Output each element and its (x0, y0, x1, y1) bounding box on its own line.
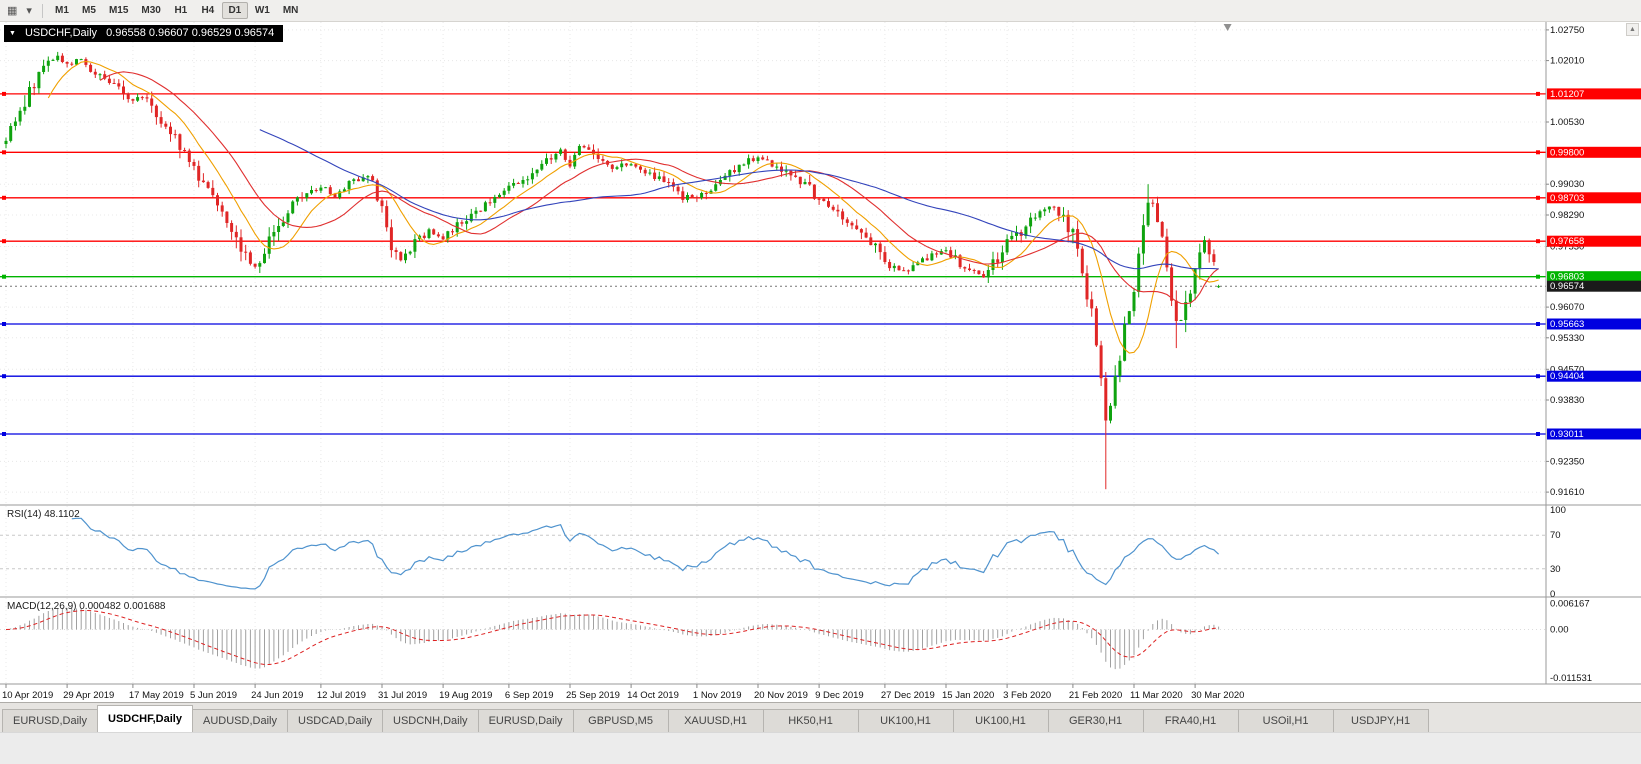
svg-text:20 Nov 2019: 20 Nov 2019 (754, 690, 808, 701)
current-price-badge (1547, 280, 1641, 292)
chart-ohlc-values: 0.96558 0.96607 0.96529 0.96574 (106, 27, 275, 39)
tab-fra40-h1[interactable]: FRA40,H1 (1142, 709, 1239, 732)
timeframe-button-m1[interactable]: M1 (49, 2, 75, 19)
tab-eurusd-daily-1[interactable]: EURUSD,Daily (2, 709, 98, 732)
svg-text:0.96803: 0.96803 (1550, 272, 1584, 283)
svg-text:0.98703: 0.98703 (1550, 193, 1584, 204)
timeframe-button-m15[interactable]: M15 (103, 2, 134, 19)
macd-signal-line (5, 609, 1219, 665)
charts-grid-icon[interactable]: ▦ (7, 4, 18, 17)
timeframe-button-w1[interactable]: W1 (249, 2, 276, 19)
svg-text:0.96574: 0.96574 (1550, 281, 1584, 292)
tab-eurusd-daily-2[interactable]: EURUSD,Daily (477, 709, 574, 732)
macd-indicator-label: MACD(12,26,9) 0.000482 0.001688 (7, 601, 166, 612)
svg-text:0.00: 0.00 (1550, 625, 1569, 636)
svg-text:31 Jul 2019: 31 Jul 2019 (378, 690, 427, 701)
svg-text:0.95663: 0.95663 (1550, 319, 1584, 330)
tab-usdcad-daily[interactable]: USDCAD,Daily (287, 709, 383, 732)
svg-text:1 Nov 2019: 1 Nov 2019 (693, 690, 742, 701)
svg-text:0.91610: 0.91610 (1550, 487, 1584, 498)
svg-text:30 Mar 2020: 30 Mar 2020 (1191, 690, 1244, 701)
svg-text:6 Sep 2019: 6 Sep 2019 (505, 690, 554, 701)
rsi-panel (0, 517, 1546, 590)
svg-text:27 Dec 2019: 27 Dec 2019 (881, 690, 935, 701)
panel-separators (0, 22, 1641, 685)
svg-text:24 Jun 2019: 24 Jun 2019 (251, 690, 303, 701)
svg-text:-0.011531: -0.011531 (1550, 673, 1592, 684)
rsi-indicator-label: RSI(14) 48.1102 (7, 509, 80, 520)
chart-tabs-bar: EURUSD,Daily USDCHF,Daily AUDUSD,Daily U… (0, 702, 1641, 732)
svg-text:1.02750: 1.02750 (1550, 25, 1584, 36)
tab-usoil-h1[interactable]: USOil,H1 (1237, 709, 1334, 732)
svg-text:70: 70 (1550, 530, 1561, 541)
tab-usdcnh-daily[interactable]: USDCNH,Daily (382, 709, 479, 732)
svg-text:17 May 2019: 17 May 2019 (129, 690, 184, 701)
price-axis: 1.02750 1.02010 1.00530 0.99030 0.98290 0.975… (1546, 25, 1641, 684)
svg-text:0.96070: 0.96070 (1550, 302, 1584, 313)
price-chart[interactable]: 1.02750 1.02010 1.00530 0.99030 0.98290 0.975… (0, 22, 1641, 702)
svg-text:0.99030: 0.99030 (1550, 179, 1584, 190)
svg-text:1.02010: 1.02010 (1550, 56, 1584, 67)
svg-text:0.97658: 0.97658 (1550, 236, 1584, 247)
svg-text:1.00530: 1.00530 (1550, 117, 1584, 128)
chart-symbol-title: USDCHF,Daily (24, 27, 98, 39)
svg-text:0.006167: 0.006167 (1550, 599, 1590, 610)
svg-text:30: 30 (1550, 564, 1561, 575)
svg-text:29 Apr 2019: 29 Apr 2019 (63, 690, 114, 701)
svg-text:9 Dec 2019: 9 Dec 2019 (815, 690, 864, 701)
timeframe-button-d1[interactable]: D1 (221, 2, 248, 19)
svg-text:1.01207: 1.01207 (1550, 89, 1584, 100)
scroll-up-icon[interactable]: ▲ (1626, 23, 1639, 36)
svg-text:12 Jul 2019: 12 Jul 2019 (317, 690, 366, 701)
svg-text:19 Aug 2019: 19 Aug 2019 (439, 690, 492, 701)
svg-text:25 Sep 2019: 25 Sep 2019 (566, 690, 620, 701)
svg-text:3 Feb 2020: 3 Feb 2020 (1003, 690, 1051, 701)
svg-text:14 Oct 2019: 14 Oct 2019 (627, 690, 679, 701)
svg-text:0.92350: 0.92350 (1550, 456, 1584, 467)
tab-ger30-h1[interactable]: GER30,H1 (1047, 709, 1144, 732)
svg-text:11 Mar 2020: 11 Mar 2020 (1130, 690, 1183, 701)
tab-usdjpy-h1[interactable]: USDJPY,H1 (1332, 709, 1429, 732)
svg-text:0.94570: 0.94570 (1550, 364, 1584, 375)
chart-title-badge: ▼ USDCHF,Daily 0.96558 0.96607 0.96529 0… (4, 25, 284, 42)
grid-layer (0, 22, 1546, 684)
svg-text:5 Jun 2019: 5 Jun 2019 (190, 690, 237, 701)
collapse-icon[interactable]: ▼ (9, 29, 16, 37)
status-bar (0, 732, 1641, 764)
svg-text:0.95330: 0.95330 (1550, 333, 1584, 344)
tab-audusd-daily[interactable]: AUDUSD,Daily (192, 709, 288, 732)
dropdown-arrow-icon[interactable]: ▾ (26, 4, 32, 17)
tab-uk100-h1-2[interactable]: UK100,H1 (952, 709, 1049, 732)
svg-text:10 Apr 2019: 10 Apr 2019 (2, 690, 53, 701)
svg-text:0.97530: 0.97530 (1550, 242, 1584, 253)
levels-layer[interactable] (0, 91, 1546, 436)
timeframe-button-mn[interactable]: MN (277, 2, 305, 19)
svg-text:100: 100 (1550, 505, 1566, 516)
timeframe-button-m5[interactable]: M5 (76, 2, 102, 19)
tab-hk50-h1[interactable]: HK50,H1 (762, 709, 859, 732)
date-axis: 10 Apr 2019 29 Apr 2019 17 May 2019 5 Jun 2… (2, 684, 1244, 701)
timeframe-button-m30[interactable]: M30 (135, 2, 166, 19)
svg-text:0: 0 (1550, 589, 1555, 600)
svg-text:0.93011: 0.93011 (1550, 429, 1584, 440)
svg-text:0.99800: 0.99800 (1550, 147, 1584, 158)
chart-window: 1.02750 1.02010 1.00530 0.99030 0.98290 0.975… (0, 22, 1641, 702)
moving-averages-layer (47, 60, 1219, 354)
rsi-line (71, 517, 1220, 590)
svg-text:15 Jan 2020: 15 Jan 2020 (942, 690, 994, 701)
chart-shift-marker-icon[interactable] (1223, 24, 1232, 31)
toolbar: ▦ ▾ M1 M5 M15 M30 H1 H4 D1 W1 MN (0, 0, 1641, 22)
timeframe-button-h4[interactable]: H4 (195, 2, 221, 19)
svg-text:21 Feb 2020: 21 Feb 2020 (1069, 690, 1122, 701)
toolbar-separator (41, 3, 43, 18)
svg-text:0.94404: 0.94404 (1550, 371, 1584, 382)
svg-text:0.93830: 0.93830 (1550, 395, 1584, 406)
tab-gbpusd-m5[interactable]: GBPUSD,M5 (572, 709, 669, 732)
svg-text:0.98290: 0.98290 (1550, 210, 1584, 221)
tab-xauusd-h1[interactable]: XAUUSD,H1 (667, 709, 764, 732)
tab-uk100-h1-1[interactable]: UK100,H1 (857, 709, 954, 732)
timeframe-button-h1[interactable]: H1 (168, 2, 194, 19)
macd-panel (0, 607, 1546, 670)
tab-usdchf-daily[interactable]: USDCHF,Daily (97, 705, 193, 732)
